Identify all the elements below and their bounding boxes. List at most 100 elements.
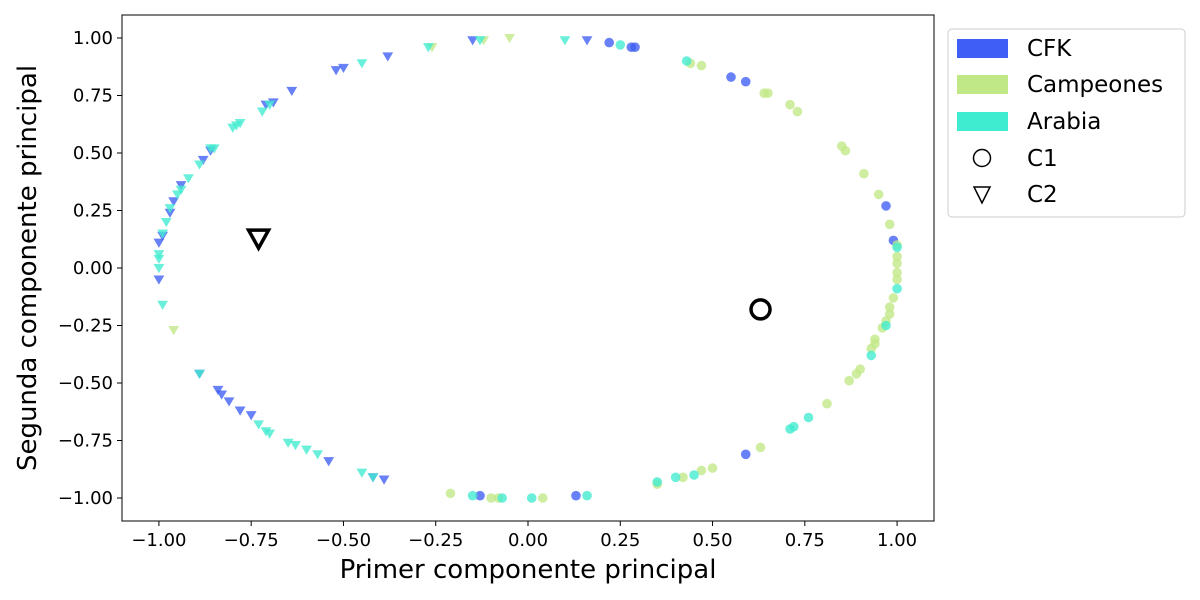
point-campeones-circle-36	[445, 488, 456, 499]
point-cfk-circle-8	[571, 490, 581, 501]
point-cfk-triangle-down-15	[153, 275, 165, 285]
legend-label-cfk: CFK	[1027, 36, 1072, 62]
y-tick-label: 1.00	[73, 28, 113, 49]
x-tick-label: −0.50	[316, 530, 371, 551]
point-arabia-triangle-down-22	[194, 369, 205, 379]
point-campeones-circle-12	[892, 251, 902, 262]
point-campeones-circle-3	[759, 88, 770, 98]
x-axis-label: Primer componente principal	[340, 555, 717, 585]
point-cfk-triangle-down-14	[153, 238, 165, 248]
point-campeones-circle-17	[884, 302, 895, 312]
point-cfk-triangle-down-11	[168, 197, 180, 207]
point-cfk-triangle-down-5	[286, 86, 298, 97]
data-points	[153, 33, 902, 503]
legend-symbol-cfk	[957, 39, 1008, 58]
point-cfk-triangle-down-2	[382, 52, 394, 62]
y-tick-label: −1.00	[58, 488, 113, 509]
point-cfk-triangle-down-19	[223, 397, 235, 407]
point-cfk-triangle-down-17	[212, 385, 224, 396]
point-arabia-circle-4	[881, 320, 891, 331]
x-tick-label: 0.00	[508, 530, 548, 551]
point-arabia-circle-14	[497, 493, 507, 503]
point-arabia-circle-5	[866, 350, 877, 361]
point-campeones-circle-26	[844, 375, 854, 386]
point-arabia-circle-0	[615, 40, 626, 50]
point-cfk-triangle-down-3	[338, 63, 349, 74]
legend-symbol-c2	[972, 186, 992, 205]
point-cfk-circle-4	[740, 76, 751, 87]
point-arabia-circle-12	[582, 490, 592, 501]
point-cfk-circle-3	[726, 72, 736, 82]
y-axis-ticks: −1.00 −0.75 −0.50 −0.25 0.00 0.25 0.50 0.75 1.00	[58, 28, 122, 509]
centroid-c1	[749, 298, 772, 321]
y-tick-label: −0.25	[58, 316, 113, 337]
centroids	[245, 228, 772, 321]
point-arabia-triangle-down-30	[356, 468, 368, 478]
point-cfk-circle-7	[740, 449, 751, 460]
point-arabia-triangle-down-26	[282, 438, 294, 448]
legend-label-arabia: Arabia	[1027, 109, 1101, 135]
point-arabia-triangle-down-31	[367, 473, 379, 483]
x-axis-ticks: −1.00 −0.75 −0.50 −0.25 0.00 0.25 0.50 0.75 1.00	[131, 521, 917, 551]
y-tick-label: 0.50	[73, 143, 113, 164]
point-arabia-triangle-down-12	[183, 174, 194, 184]
point-campeones-circle-1	[696, 60, 707, 71]
point-campeones-circle-35	[486, 493, 496, 503]
point-arabia-triangle-down-11	[194, 160, 205, 170]
x-tick-label: −0.75	[224, 530, 279, 551]
point-campeones-circle-31	[678, 472, 688, 483]
point-arabia-triangle-down-5	[256, 107, 268, 117]
point-arabia-triangle-down-19	[153, 254, 165, 264]
point-campeones-triangle-down-3	[168, 326, 180, 336]
point-cfk-triangle-down-12	[164, 208, 176, 218]
point-campeones-circle-33	[537, 493, 548, 503]
point-arabia-circle-11	[652, 477, 662, 487]
point-cfk-triangle-down-9	[197, 155, 209, 166]
point-arabia-circle-2	[892, 242, 902, 253]
point-arabia-circle-15	[467, 490, 478, 501]
y-tick-label: −0.50	[58, 373, 113, 394]
point-campeones-circle-27	[822, 398, 832, 409]
x-tick-label: −0.25	[408, 530, 463, 551]
point-arabia-circle-10	[670, 472, 681, 483]
point-arabia-triangle-down-14	[171, 190, 183, 200]
point-cfk-triangle-down-4	[330, 66, 342, 76]
point-arabia-triangle-down-0	[559, 36, 571, 46]
point-arabia-triangle-down-16	[160, 217, 172, 228]
point-cfk-triangle-down-20	[234, 406, 246, 416]
point-arabia-triangle-down-25	[264, 429, 276, 439]
point-arabia-circle-9	[689, 470, 699, 480]
point-campeones-circle-28	[755, 442, 766, 453]
y-tick-label: 0.75	[73, 86, 113, 107]
point-cfk-triangle-down-23	[378, 475, 390, 485]
x-tick-label: −1.00	[131, 530, 186, 551]
y-axis-label: Segunda componente principal	[13, 65, 43, 471]
point-cfk-circle-5	[881, 201, 891, 211]
point-campeones-circle-9	[873, 189, 884, 200]
point-campeones-circle-16	[888, 293, 899, 303]
point-cfk-triangle-down-1	[581, 36, 593, 46]
point-cfk-circle-2	[630, 42, 640, 52]
point-cfk-circle-0	[604, 37, 614, 48]
point-arabia-triangle-down-1	[474, 36, 486, 46]
point-arabia-triangle-down-17	[157, 229, 168, 239]
point-cfk-triangle-down-18	[216, 390, 228, 400]
point-campeones-triangle-down-0	[504, 33, 515, 44]
point-campeones-circle-30	[696, 465, 707, 476]
x-tick-label: 0.25	[600, 530, 640, 551]
point-arabia-triangle-down-15	[164, 204, 176, 214]
point-campeones-circle-14	[892, 267, 902, 278]
y-tick-label: −0.75	[58, 431, 113, 452]
centroid-c2	[245, 228, 272, 252]
x-tick-label: 1.00	[877, 530, 917, 551]
point-campeones-circle-5	[792, 106, 803, 117]
point-campeones-circle-8	[859, 168, 869, 179]
point-arabia-triangle-down-29	[312, 450, 324, 460]
point-arabia-triangle-down-13	[175, 185, 187, 195]
point-arabia-triangle-down-3	[356, 59, 368, 69]
point-campeones-circle-29	[707, 463, 718, 473]
point-campeones-circle-23	[866, 343, 877, 354]
legend-label-c2: C2	[1027, 182, 1058, 208]
point-campeones-circle-15	[892, 274, 902, 285]
point-cfk-triangle-down-0	[467, 36, 479, 46]
